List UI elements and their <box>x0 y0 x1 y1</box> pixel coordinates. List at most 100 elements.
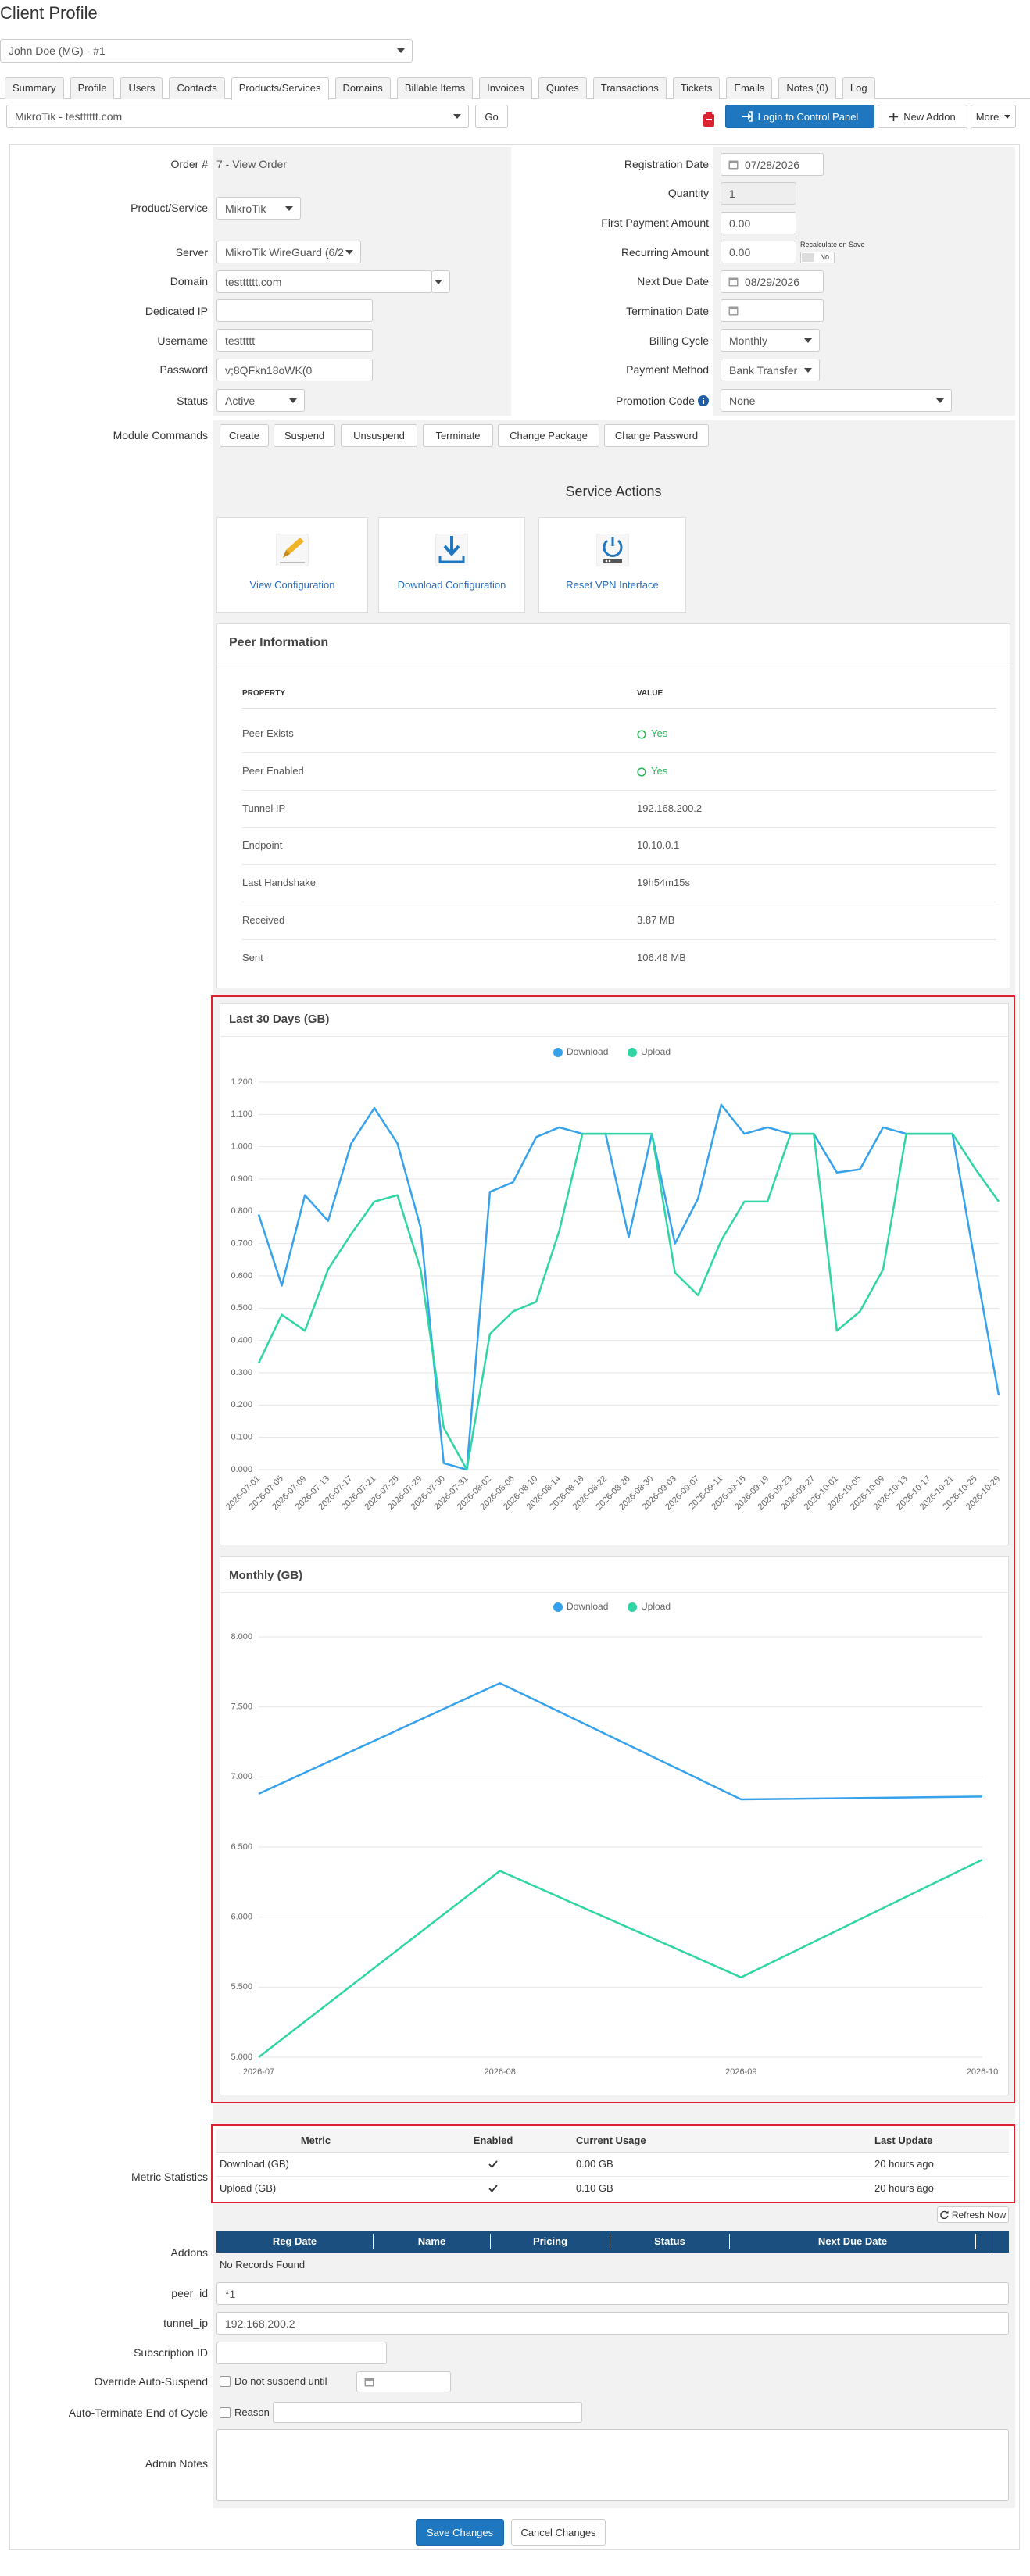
service-action-card[interactable]: Download Configuration <box>378 517 525 613</box>
caret <box>435 279 442 284</box>
product-select[interactable]: MikroTik - testttttt.com <box>6 105 469 128</box>
product-field[interactable]: MikroTik <box>216 197 301 220</box>
tab[interactable]: Notes (0) <box>778 77 836 99</box>
custom-field[interactable] <box>216 2342 387 2364</box>
next-due-date-field[interactable]: 08/29/2026 <box>721 270 824 293</box>
tab[interactable]: Users <box>120 77 163 99</box>
tab[interactable]: Quotes <box>538 77 587 99</box>
go-button[interactable]: Go <box>475 105 508 128</box>
peer-property: Endpoint <box>242 839 283 852</box>
field-label: Payment Method <box>626 363 709 376</box>
reason-field[interactable] <box>273 2402 582 2423</box>
icon-shape <box>936 398 944 403</box>
tab[interactable]: Contacts <box>169 77 225 99</box>
module-command-button[interactable]: Change Password <box>604 424 709 447</box>
status-field[interactable]: Active <box>216 389 305 412</box>
more-button-label: More <box>975 110 1000 123</box>
custom-field[interactable]: 192.168.200.2 <box>216 2312 1009 2335</box>
more-button[interactable]: More <box>971 105 1016 128</box>
metric-updated: 20 hours ago <box>874 2158 934 2170</box>
custom-field[interactable]: *1 <box>216 2282 1009 2305</box>
cancel-button[interactable]: Cancel Changes <box>511 2519 606 2546</box>
icon-shape <box>945 2210 949 2214</box>
tab[interactable]: Domains <box>334 77 391 99</box>
termination-date-field[interactable] <box>721 299 824 322</box>
payment-method-field[interactable]: Bank Transfer <box>721 359 820 381</box>
suspend-date-field[interactable] <box>356 2371 451 2392</box>
status-indicator <box>637 729 646 739</box>
refresh-button[interactable]: Refresh Now <box>937 2206 1009 2223</box>
icon-shape <box>730 280 737 285</box>
field-label: Metric Statistics <box>131 2170 208 2183</box>
new-addon-button[interactable]: New Addon <box>878 105 967 128</box>
checkbox[interactable] <box>220 2376 231 2387</box>
registration-date-field[interactable]: 07/28/2026 <box>721 153 824 176</box>
service-action-label[interactable]: Download Configuration <box>397 579 506 591</box>
checkbox[interactable] <box>220 2407 231 2418</box>
column-header: Name <box>374 2234 491 2249</box>
peer-value: 19h54m15s <box>637 877 690 889</box>
module-command-button[interactable]: Suspend <box>274 424 335 447</box>
field-label: Admin Notes <box>145 2457 208 2470</box>
peer-value: Yes <box>651 727 668 739</box>
panel-title: Peer Information <box>229 636 329 649</box>
tab[interactable]: Billable Items <box>396 77 474 99</box>
tab[interactable]: Summary <box>5 77 64 99</box>
recalculate-toggle[interactable]: No <box>800 252 835 263</box>
server-field[interactable]: MikroTik WireGuard (6/2 <box>216 241 361 263</box>
client-select-value: John Doe (MG) - #1 <box>9 45 106 57</box>
tab[interactable]: Emails <box>726 77 773 99</box>
module-command-button[interactable]: Terminate <box>423 424 493 447</box>
service-action-card[interactable]: Reset VPN Interface <box>538 517 686 613</box>
field-label: Registration Date <box>624 158 709 170</box>
field-label: peer_id <box>171 2287 208 2299</box>
chart-panel <box>220 1003 1009 1545</box>
tab[interactable]: Products/Services <box>231 77 329 100</box>
action-icon <box>595 534 629 566</box>
go-button-label: Go <box>485 110 499 123</box>
service-action-label[interactable]: Reset VPN Interface <box>566 579 659 591</box>
column-header: Last Update <box>874 2135 933 2146</box>
dedicated-ip-field[interactable] <box>216 299 373 322</box>
icon-shape <box>443 545 460 556</box>
recurring-field[interactable]: 0.00 <box>721 241 796 263</box>
first-payment-field[interactable]: 0.00 <box>721 212 796 234</box>
module-command-button[interactable]: Create <box>220 424 269 447</box>
icon-shape <box>285 205 293 211</box>
tab[interactable]: Transactions <box>592 77 667 99</box>
tab[interactable]: Invoices <box>479 77 532 99</box>
peer-property: Received <box>242 914 285 926</box>
tab[interactable]: Log <box>842 77 875 99</box>
tab[interactable]: Tickets <box>672 77 721 99</box>
tab-bar: Summary Profile Users Contacts Products/Serv… <box>5 77 875 100</box>
icon-shape <box>366 2380 373 2385</box>
calendar-icon <box>364 2378 374 2386</box>
column-header: Current Usage <box>576 2135 646 2146</box>
admin-notes-field[interactable] <box>216 2429 1009 2501</box>
username-field[interactable]: testtttt <box>216 329 373 352</box>
caret <box>804 338 812 343</box>
pdf-icon[interactable] <box>703 112 715 127</box>
field-label: Server <box>175 246 208 259</box>
tab[interactable]: Profile <box>70 77 115 99</box>
save-button[interactable]: Save Changes <box>416 2519 504 2546</box>
service-action-card[interactable]: View Configuration <box>216 517 368 613</box>
promotion-code-field[interactable]: None <box>721 389 952 412</box>
caret <box>345 249 353 255</box>
icon-shape <box>706 112 712 116</box>
module-command-button[interactable]: Unsuspend <box>341 424 417 447</box>
password-field[interactable]: v;8QFkn18oWK(0 <box>216 359 373 381</box>
billing-cycle-field[interactable]: Monthly <box>721 329 820 352</box>
login-button[interactable]: Login to Control Panel <box>725 105 874 128</box>
domain-dropdown[interactable] <box>431 270 450 293</box>
icon-shape <box>608 559 610 563</box>
quantity-field[interactable]: 1 <box>721 182 796 205</box>
module-command-button[interactable]: Change Package <box>498 424 599 447</box>
domain-field[interactable]: testttttt.com <box>216 270 432 293</box>
service-action-label[interactable]: View Configuration <box>249 579 335 591</box>
product-select-value: MikroTik - testttttt.com <box>15 110 123 123</box>
addons-header <box>216 2231 1009 2253</box>
login-label: Login to Control Panel <box>757 110 859 123</box>
client-select[interactable]: John Doe (MG) - #1 <box>0 39 413 63</box>
